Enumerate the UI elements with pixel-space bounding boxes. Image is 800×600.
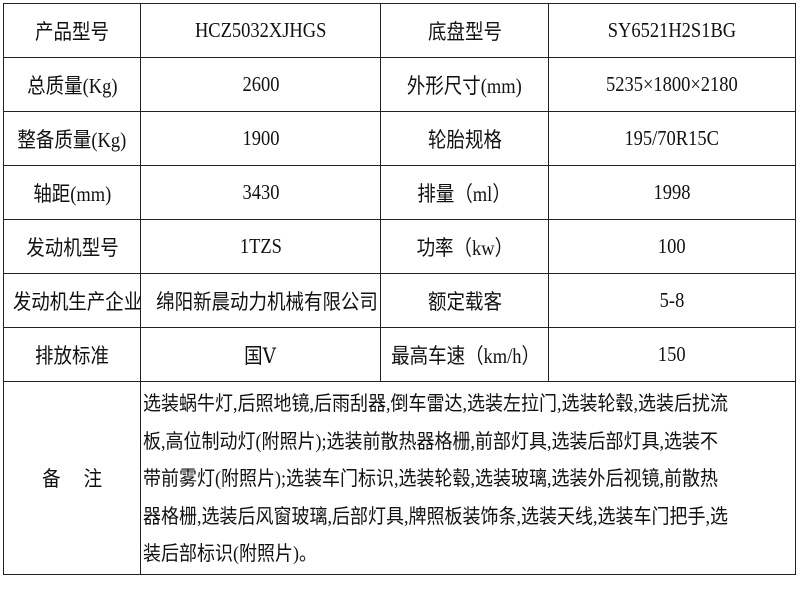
- spec-value: 1900: [140, 111, 381, 166]
- label-text: 总质量(Kg): [26, 73, 118, 98]
- remarks-text: 选装蜗牛灯,后照地镜,后雨刮器,倒车雷达,选装左拉门,选装轮毂,选装后扰流 板,…: [140, 381, 796, 575]
- value-text: 绵阳新晨动力机械有限公司: [156, 289, 378, 314]
- label-text: 排量（ml）: [417, 181, 512, 206]
- spec-label: 整备质量(Kg): [3, 111, 141, 166]
- spec-label: 外形尺寸(mm): [380, 57, 549, 112]
- spec-label: 产品型号: [3, 3, 141, 58]
- spec-value: 150: [548, 327, 796, 382]
- vehicle-spec-table: 产品型号 HCZ5032XJHGS 底盘型号 SY6521H2S1BG 总质量(Kg) 2…: [3, 3, 796, 575]
- label-text: 外形尺寸(mm): [407, 73, 522, 98]
- value-text: 国Ⅴ: [244, 343, 277, 368]
- spec-value: HCZ5032XJHGS: [140, 3, 381, 58]
- spec-label: 轮胎规格: [380, 111, 549, 166]
- spec-value: 国Ⅴ: [140, 327, 381, 382]
- spec-label: 最高车速（km/h）: [380, 327, 549, 382]
- spec-value: 1998: [548, 165, 796, 220]
- label-text: 轴距(mm): [32, 181, 112, 206]
- value-text: 2600: [242, 72, 279, 96]
- spec-label: 总质量(Kg): [3, 57, 141, 112]
- label-text: 最高车速（km/h）: [391, 343, 541, 368]
- spec-value: 3430: [140, 165, 381, 220]
- spec-label: 轴距(mm): [3, 165, 141, 220]
- label-text: 发动机型号: [25, 235, 119, 260]
- spec-label: 额定载客: [380, 273, 549, 328]
- spec-value: 1TZS: [140, 219, 381, 274]
- spec-row: 排放标准 国Ⅴ 最高车速（km/h） 150: [3, 327, 796, 382]
- spec-row: 总质量(Kg) 2600 外形尺寸(mm) 5235×1800×2180: [3, 57, 796, 112]
- remarks-label: 备 注: [3, 381, 141, 575]
- remarks-line: 装后部标识(附照片)。: [143, 543, 317, 565]
- value-text: 5235×1800×2180: [606, 72, 738, 96]
- spec-value: 100: [548, 219, 796, 274]
- spec-row: 整备质量(Kg) 1900 轮胎规格 195/70R15C: [3, 111, 796, 166]
- remarks-line: 器格栅,选装后风窗玻璃,后部灯具,牌照板装饰条,选装天线,选装车门把手,选: [143, 505, 728, 528]
- remarks-line: 带前雾灯(附照片);选装车门标识,选装轮毂,选装玻璃,选装外后视镜,前散热: [143, 468, 719, 490]
- spec-value: 5235×1800×2180: [548, 57, 796, 112]
- label-text: 产品型号: [35, 19, 109, 44]
- value-text: 195/70R15C: [624, 126, 720, 150]
- label-text: 额定载客: [427, 289, 502, 314]
- spec-value: 195/70R15C: [548, 111, 796, 166]
- spec-value: 5-8: [548, 273, 796, 328]
- value-text: HCZ5032XJHGS: [194, 18, 327, 42]
- value-text: 1TZS: [239, 234, 282, 258]
- remarks-line: 板,高位制动灯(附照片);选装前散热器格栅,前部灯具,选装后部灯具,选装不: [143, 430, 719, 453]
- spec-row: 产品型号 HCZ5032XJHGS 底盘型号 SY6521H2S1BG: [3, 3, 796, 58]
- spec-label: 发动机型号: [3, 219, 141, 274]
- label-text: 发动机生产企业: [12, 289, 141, 314]
- spec-row: 发动机生产企业 绵阳新晨动力机械有限公司 额定载客 5-8: [3, 273, 796, 328]
- label-text: 轮胎规格: [427, 127, 502, 152]
- spec-value: 绵阳新晨动力机械有限公司: [140, 273, 381, 328]
- spec-label: 排量（ml）: [380, 165, 549, 220]
- remarks-line: 选装蜗牛灯,后照地镜,后雨刮器,倒车雷达,选装左拉门,选装轮毂,选装后扰流: [143, 393, 728, 415]
- label-text: 功率（kw）: [416, 235, 513, 260]
- spec-label: 功率（kw）: [380, 219, 549, 274]
- spec-label: 底盘型号: [380, 3, 549, 58]
- spec-row: 轴距(mm) 3430 排量（ml） 1998: [3, 165, 796, 220]
- remarks-row: 备 注 选装蜗牛灯,后照地镜,后雨刮器,倒车雷达,选装左拉门,选装轮毂,选装后扰…: [3, 381, 796, 575]
- value-text: 5-8: [659, 288, 685, 312]
- value-text: SY6521H2S1BG: [607, 18, 737, 42]
- spec-row: 发动机型号 1TZS 功率（kw） 100: [3, 219, 796, 274]
- spec-value: 2600: [140, 57, 381, 112]
- value-text: 3430: [242, 180, 279, 204]
- spec-label: 排放标准: [3, 327, 141, 382]
- label-text: 底盘型号: [427, 19, 502, 44]
- label-text: 排放标准: [35, 343, 109, 368]
- value-text: 1900: [242, 126, 279, 150]
- value-text: 100: [658, 234, 686, 258]
- spec-label: 发动机生产企业: [3, 273, 141, 328]
- spec-value: SY6521H2S1BG: [548, 3, 796, 58]
- value-text: 150: [658, 342, 686, 366]
- label-text: 整备质量(Kg): [17, 127, 127, 152]
- value-text: 1998: [653, 180, 691, 204]
